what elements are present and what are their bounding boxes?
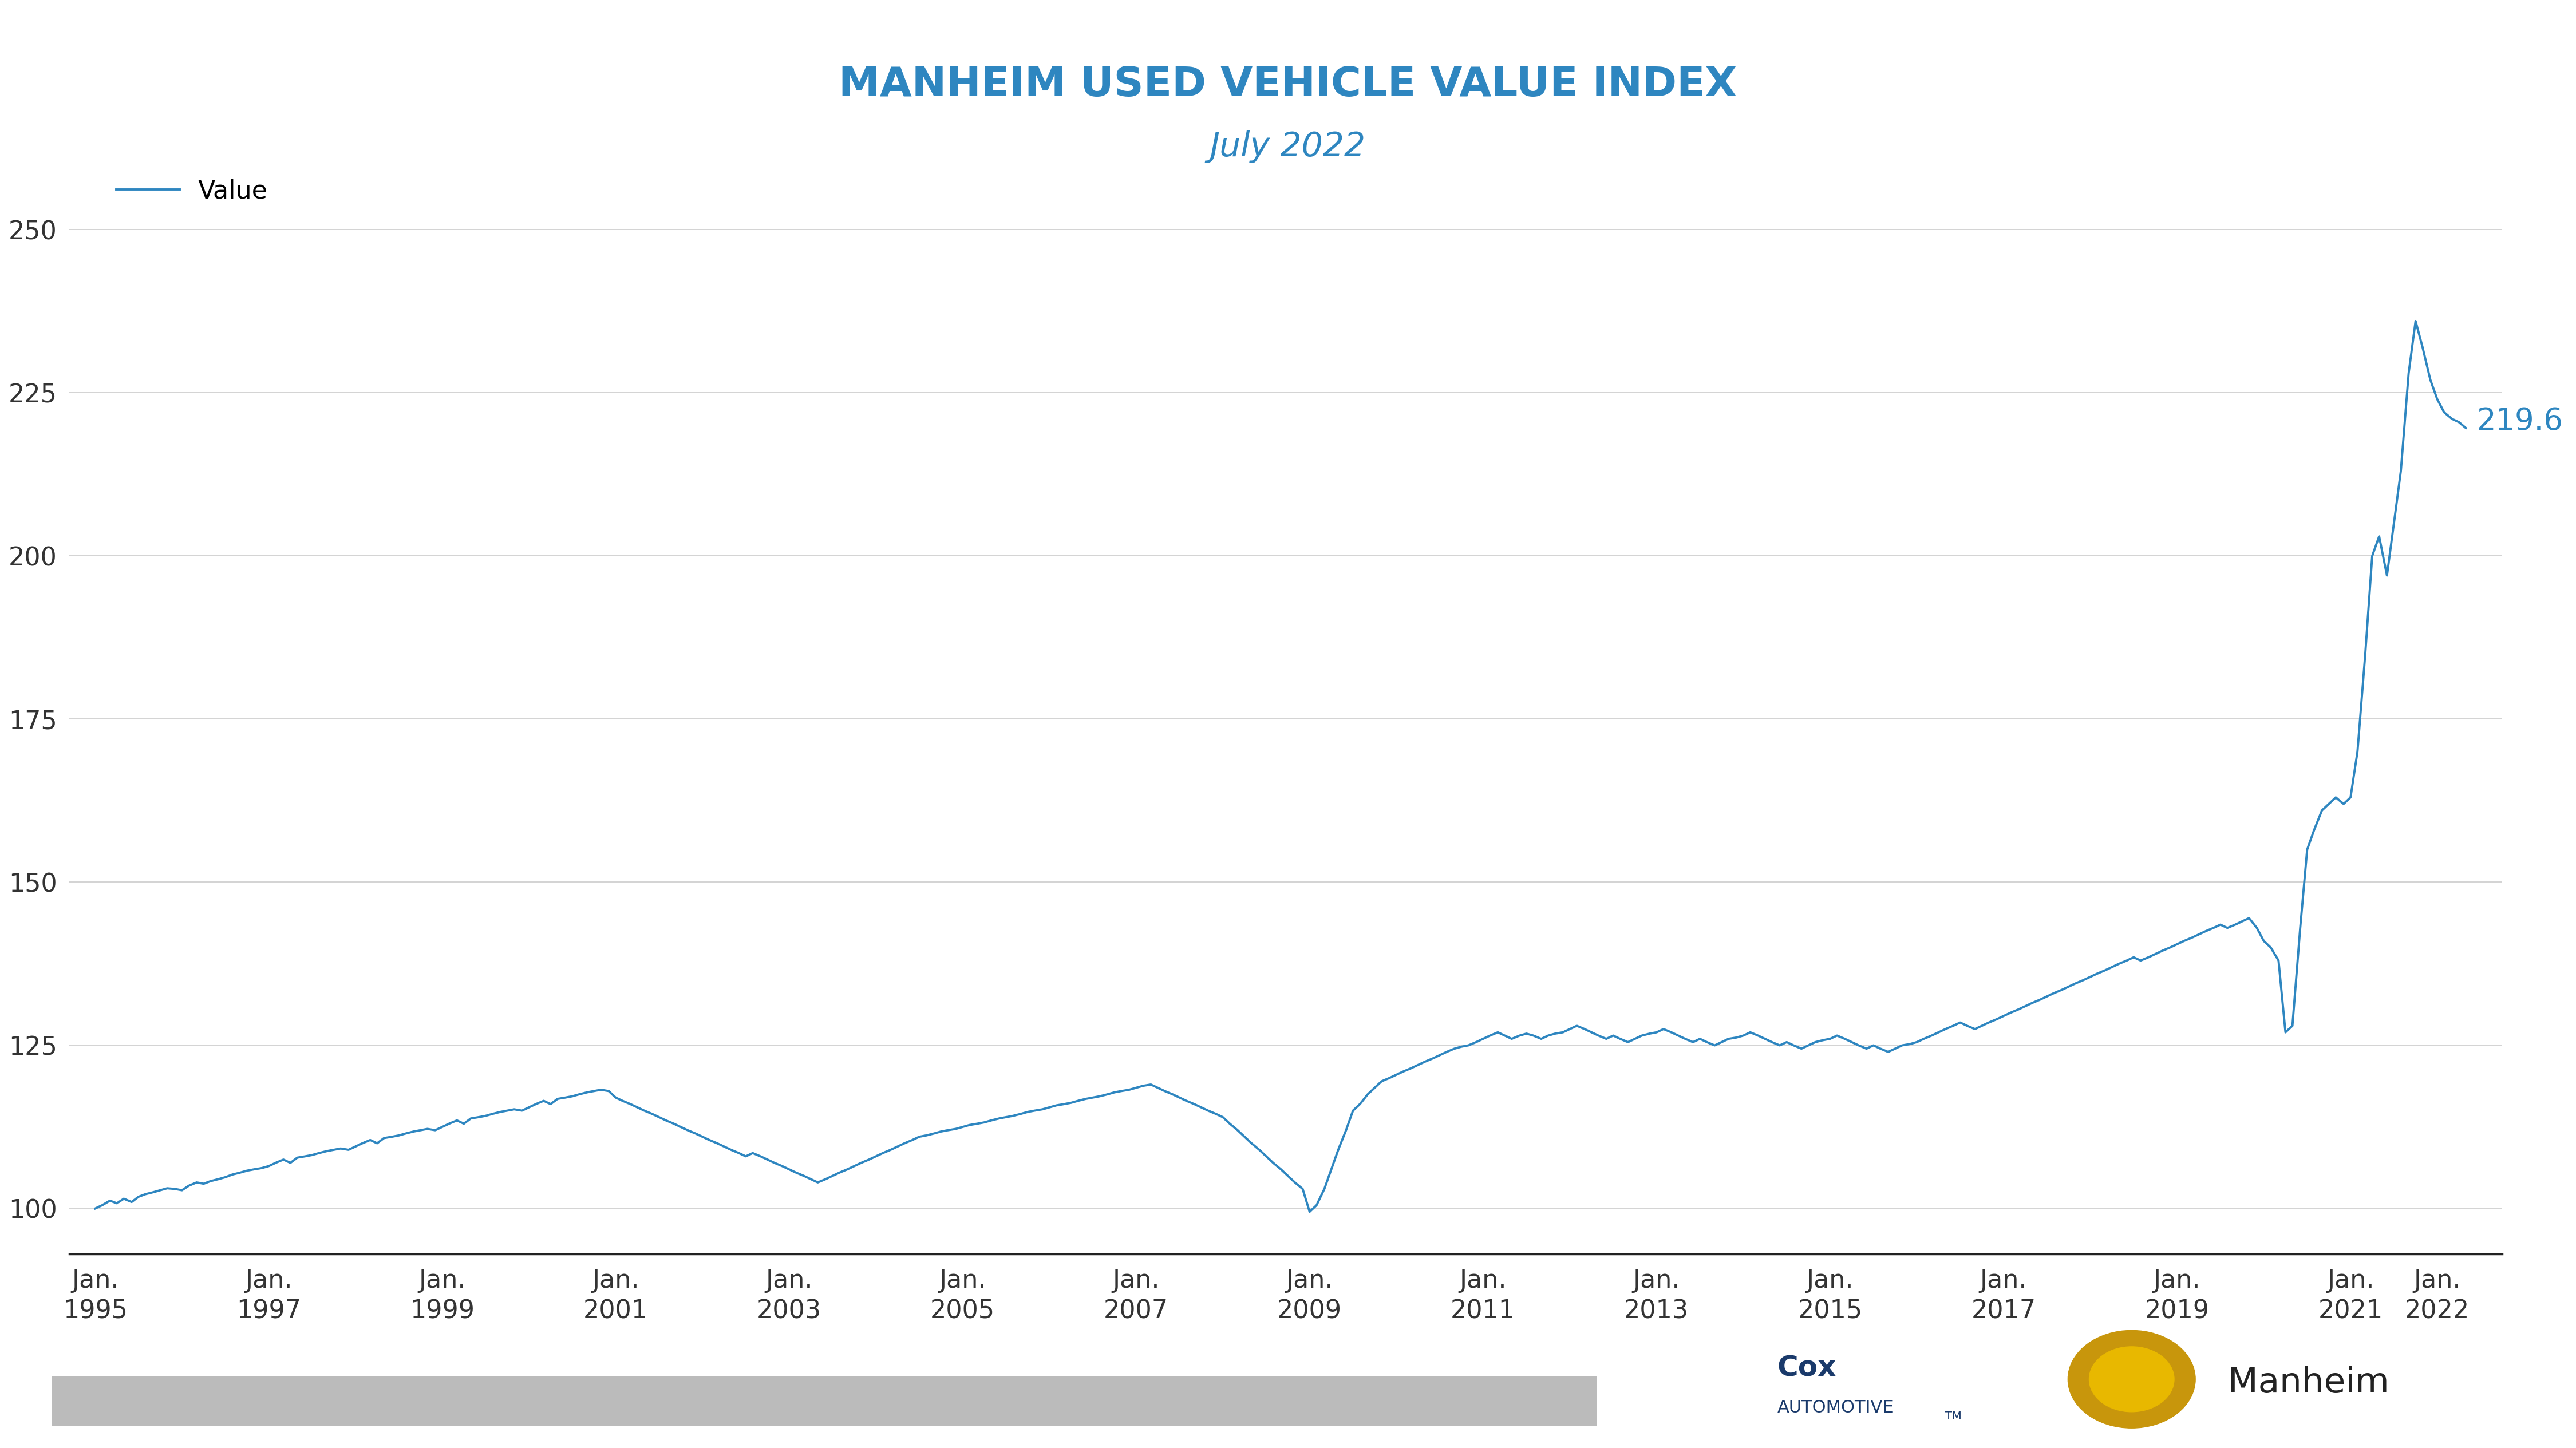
Text: AUTOMOTIVE: AUTOMOTIVE <box>1777 1399 1893 1416</box>
Text: Cox: Cox <box>1777 1355 1837 1381</box>
Circle shape <box>2069 1331 2195 1428</box>
Text: Manheim: Manheim <box>2228 1365 2391 1400</box>
Legend: Value: Value <box>106 168 278 214</box>
Text: July 2022: July 2022 <box>1211 130 1365 164</box>
Text: TM: TM <box>1945 1410 1960 1422</box>
Text: 219.6: 219.6 <box>2476 407 2563 436</box>
Text: MANHEIM USED VEHICLE VALUE INDEX: MANHEIM USED VEHICLE VALUE INDEX <box>840 65 1736 104</box>
Circle shape <box>2089 1347 2174 1412</box>
